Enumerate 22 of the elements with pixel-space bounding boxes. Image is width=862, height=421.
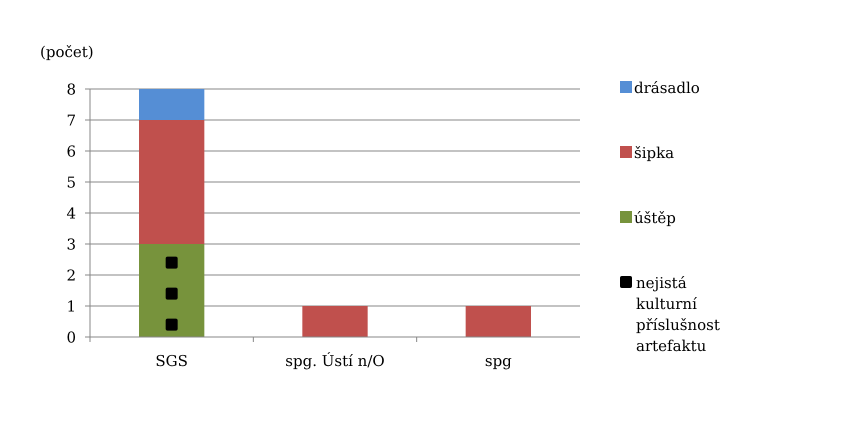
bar — [139, 244, 204, 337]
y-tick-label: 1 — [66, 297, 76, 316]
x-tick-label: SGS — [155, 352, 188, 370]
legend-label: drásadlo — [634, 79, 700, 97]
x-tick-label: spg. Ústí n/O — [285, 352, 385, 370]
y-tick-label: 2 — [66, 266, 76, 284]
y-tick-label: 7 — [66, 111, 76, 130]
legend-label: úštěp — [634, 209, 676, 227]
y-tick-label: 4 — [66, 204, 76, 222]
y-tick-label: 6 — [66, 142, 76, 160]
legend-label: šipka — [634, 144, 674, 162]
bar — [302, 306, 368, 337]
bar — [466, 306, 531, 337]
y-tick-label: 3 — [66, 235, 76, 254]
y-tick-label: 0 — [66, 328, 76, 346]
bar — [139, 89, 204, 120]
x-tick-label: spg — [484, 352, 512, 370]
y-axis-title: (počet) — [40, 43, 94, 61]
y-tick-label: 8 — [66, 80, 76, 98]
legend-label: nejistá kulturní příslušnost artefaktu — [636, 274, 720, 355]
bar — [139, 120, 204, 244]
y-tick-label: 5 — [66, 173, 76, 192]
